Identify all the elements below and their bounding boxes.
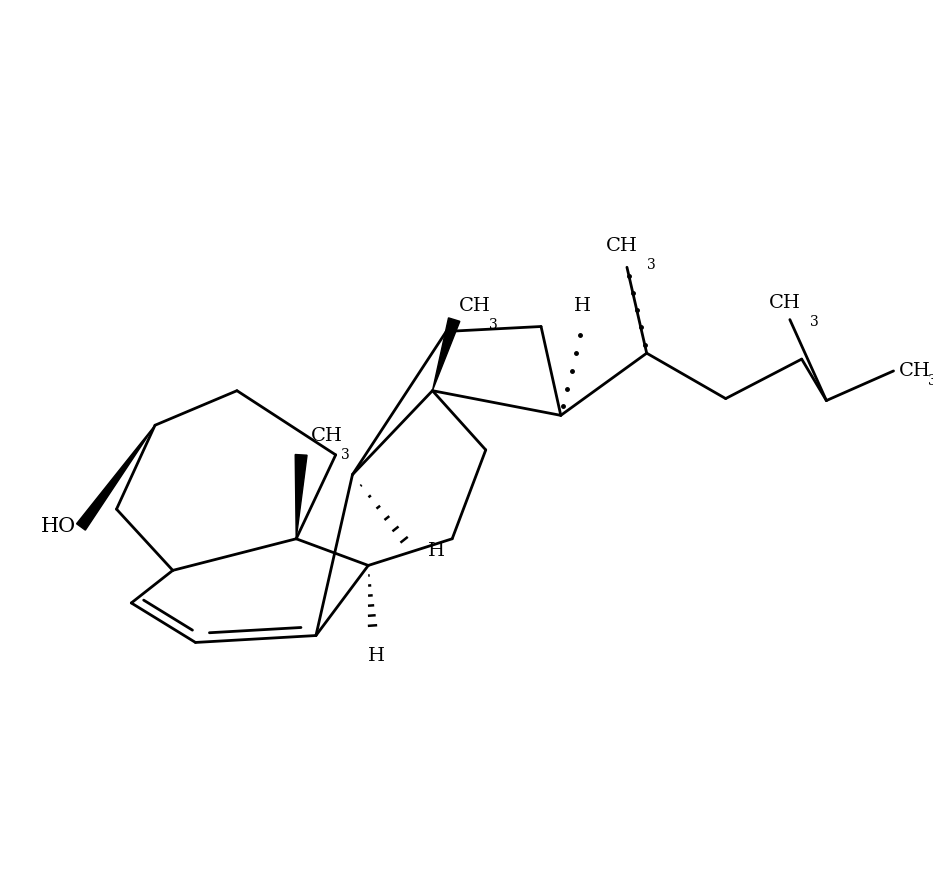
Text: 3: 3 bbox=[928, 374, 933, 388]
Text: CH: CH bbox=[459, 297, 491, 314]
Text: H: H bbox=[368, 647, 384, 665]
Polygon shape bbox=[295, 455, 307, 539]
Text: HO: HO bbox=[41, 518, 76, 536]
Text: CH: CH bbox=[769, 294, 801, 312]
Text: 3: 3 bbox=[341, 448, 349, 462]
Polygon shape bbox=[432, 318, 460, 391]
Text: 3: 3 bbox=[810, 314, 818, 329]
Text: 3: 3 bbox=[647, 258, 656, 273]
Text: CH: CH bbox=[606, 237, 638, 256]
Polygon shape bbox=[77, 425, 155, 530]
Text: H: H bbox=[427, 542, 444, 559]
Text: H: H bbox=[574, 297, 591, 314]
Text: CH: CH bbox=[898, 362, 930, 380]
Text: 3: 3 bbox=[489, 318, 497, 331]
Text: CH: CH bbox=[311, 427, 343, 445]
